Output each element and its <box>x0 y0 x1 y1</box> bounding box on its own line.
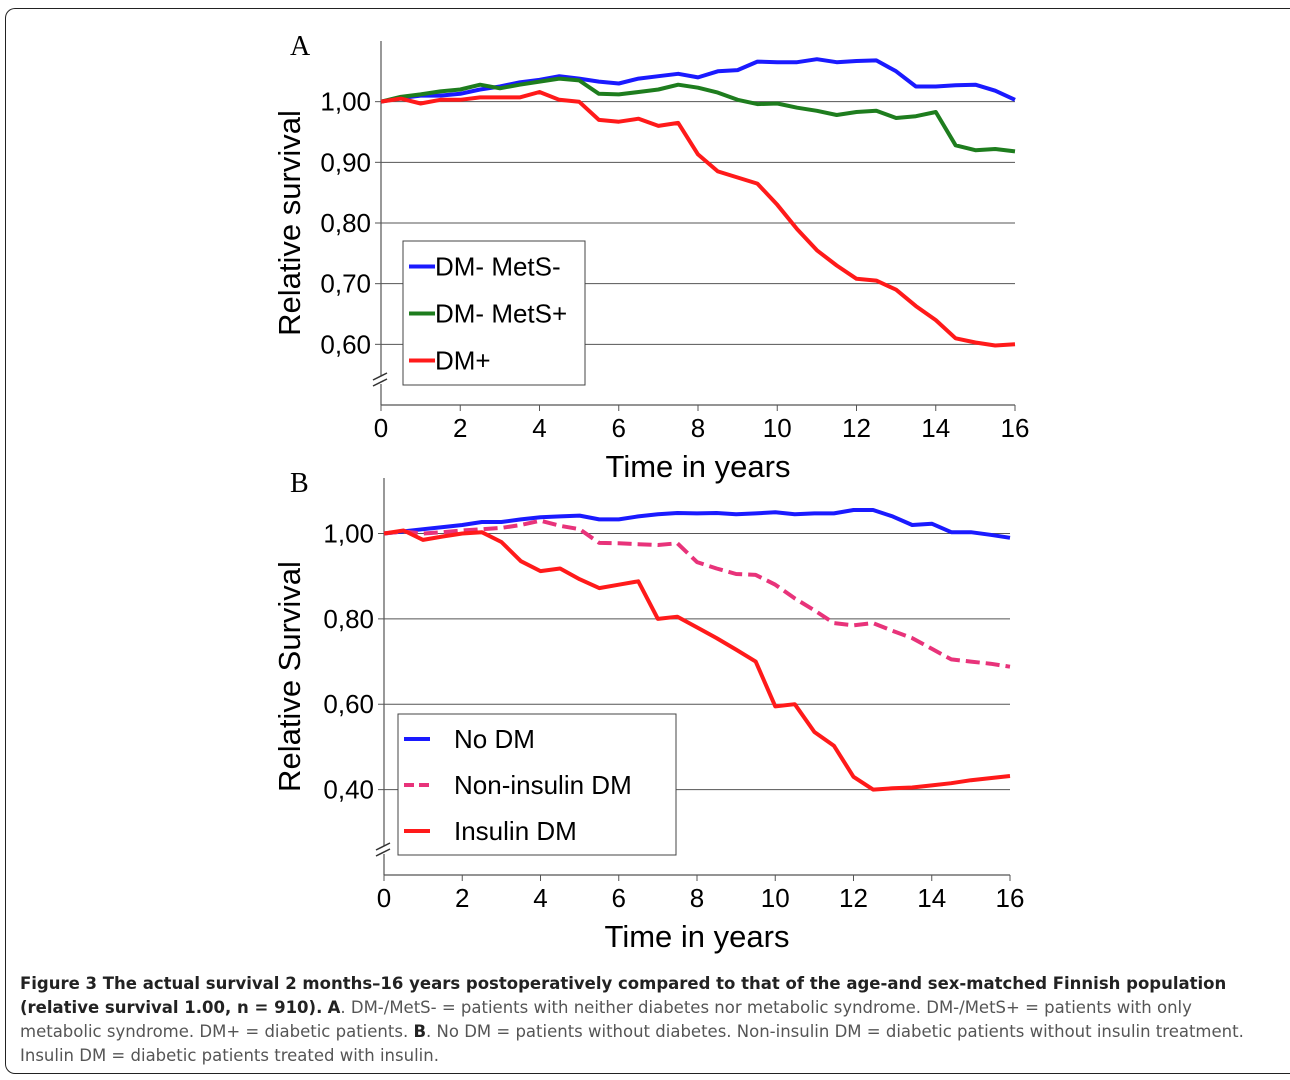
y-tick-label: 1,00 <box>323 518 374 548</box>
x-tick-label: 10 <box>763 413 792 443</box>
legend-label: DM+ <box>435 346 491 376</box>
figure-frame <box>5 8 1290 1074</box>
series-line <box>383 508 1011 540</box>
axis-break <box>375 848 391 857</box>
y-tick-label: 0,80 <box>323 604 374 634</box>
legend-label: No DM <box>454 724 535 754</box>
x-tick-label: 12 <box>839 883 868 913</box>
x-tick-label: 0 <box>377 883 391 913</box>
x-tick-label: 14 <box>917 883 946 913</box>
x-tick-label: 2 <box>453 413 467 443</box>
legend-label: Insulin DM <box>454 816 577 846</box>
x-tick-label: 12 <box>842 413 871 443</box>
caption-label: B <box>413 1022 427 1041</box>
series-line <box>380 57 1016 104</box>
y-tick-label: 0,60 <box>320 329 371 359</box>
x-tick-label: 4 <box>533 883 547 913</box>
axis-break <box>375 842 391 851</box>
y-tick-label: 0,80 <box>320 208 371 238</box>
axis-break <box>372 378 388 387</box>
y-tick-label: 0,60 <box>323 689 374 719</box>
x-tick-label: 8 <box>690 883 704 913</box>
legend-label: Non-insulin DM <box>454 770 632 800</box>
legend-label: DM- MetS- <box>435 252 561 282</box>
series-line <box>383 518 1011 669</box>
x-tick-label: 4 <box>532 413 546 443</box>
axis-break <box>373 376 389 384</box>
caption-label: A <box>327 998 341 1017</box>
series-line <box>380 76 1016 154</box>
y-tick-label: 0,40 <box>323 775 374 805</box>
caption-title: Figure 3 The actual survival 2 months–16… <box>20 974 1227 1017</box>
caption-text: . No DM = patients without diabetes. Non… <box>20 1022 1244 1065</box>
panel-label: B <box>290 468 309 499</box>
x-tick-label: 10 <box>761 883 790 913</box>
legend-label: DM- MetS+ <box>435 299 567 329</box>
y-tick-label: 1,00 <box>320 87 371 117</box>
x-tick-label: 8 <box>691 413 705 443</box>
x-tick-label: 0 <box>374 413 388 443</box>
x-tick-label: 16 <box>1001 413 1030 443</box>
series-line <box>383 528 1011 792</box>
legend-box <box>397 713 677 856</box>
chart: A 1,00 0,90 0,80 0,70 0,60 0 2 4 6 8 10 12 14 16 Time i… <box>272 31 1030 954</box>
y-axis-title: Relative Survival <box>272 561 307 792</box>
x-axis-title: Time in years <box>605 919 790 954</box>
panel-label: A <box>290 31 311 62</box>
x-tick-label: 14 <box>921 413 950 443</box>
caption: Figure 3 The actual survival 2 months–16… <box>20 972 1275 1068</box>
caption-text: . DM-/MetS- = patients with neither diab… <box>20 998 1192 1041</box>
axis-break <box>376 846 392 854</box>
x-tick-label: 2 <box>455 883 469 913</box>
x-tick-label: 6 <box>612 413 626 443</box>
y-axis-title: Relative survival <box>272 110 307 336</box>
axis-break <box>372 372 388 381</box>
x-axis-title: Time in years <box>606 449 791 484</box>
series-line <box>380 90 1016 348</box>
x-tick-label: 16 <box>996 883 1025 913</box>
x-tick-label: 6 <box>612 883 626 913</box>
y-tick-label: 0,70 <box>320 269 371 299</box>
y-tick-label: 0,90 <box>320 147 371 177</box>
